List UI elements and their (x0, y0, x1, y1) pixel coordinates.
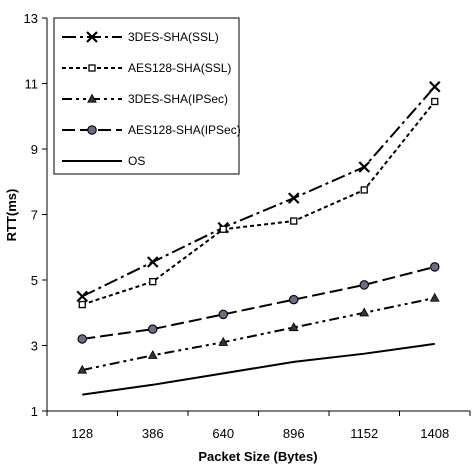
data-point-3des-sha-ssl (146, 256, 159, 268)
legend-item-os: OS (62, 154, 145, 168)
data-point-aes128-sha-ssl (431, 97, 439, 106)
series-line-3des-sha-ipsec (82, 297, 435, 372)
legend-item-3des-sha-ipsec: 3DES-SHA(IPSec) (62, 92, 228, 106)
data-point-aes128-sha-ssl (78, 300, 86, 309)
data-point-aes128-sha-ssl (149, 277, 157, 286)
data-point-3des-sha-ssl (76, 290, 89, 303)
series-3des-sha-ipsec (77, 292, 440, 374)
y-tick-label: 11 (25, 77, 39, 92)
series-aes128-sha-ipsec (77, 262, 440, 344)
legend-marker (88, 64, 96, 72)
data-point-aes128-sha-ipsec (77, 334, 88, 344)
data-point-3des-sha-ipsec (359, 307, 370, 317)
x-tick-label: 640 (212, 426, 234, 441)
x-tick-label: 386 (142, 426, 164, 441)
legend-item-aes128-sha-ssl: AES128-SHA(SSL) (62, 61, 231, 75)
legend-label: 3DES-SHA(IPSec) (128, 92, 228, 106)
series-line-aes128-sha-ipsec (82, 265, 435, 340)
data-point-3des-sha-ipsec (77, 364, 88, 374)
x-tick-label: 1408 (420, 426, 449, 441)
legend: 3DES-SHA(SSL) AES128-SHA(SSL) 3DES-SHA(IPS… (53, 17, 241, 175)
data-point-3des-sha-ipsec (147, 349, 158, 359)
legend-marker (87, 125, 97, 135)
series-os (82, 342, 435, 396)
x-tick-label: 896 (283, 426, 305, 441)
legend-label: AES128-SHA(SSL) (128, 61, 231, 75)
series-3des-sha-ssl (76, 80, 441, 303)
series-line-3des-sha-ssl (81, 86, 436, 298)
series-line-aes128-sha-ssl (81, 100, 436, 306)
data-point-aes128-sha-ssl (219, 225, 227, 233)
data-point-3des-sha-ipsec (288, 322, 299, 332)
x-axis-title: Packet Size (Bytes) (198, 449, 317, 464)
y-tick-label: 9 (31, 142, 38, 157)
data-point-aes128-sha-ipsec (429, 262, 440, 272)
legend-label: 3DES-SHA(SSL) (128, 30, 219, 44)
y-axis-title: RTT(ms) (4, 189, 19, 242)
legend-label: OS (128, 154, 145, 168)
x-ticks: 128 386 640 896 1152 1408 (46, 411, 471, 441)
data-point-aes128-sha-ssl (290, 217, 298, 225)
y-tick-label: 1 (31, 404, 38, 419)
data-point-3des-sha-ssl (358, 161, 371, 173)
y-tick-label: 7 (31, 208, 38, 223)
legend-marker (87, 93, 97, 103)
legend-box (53, 17, 240, 175)
data-point-aes128-sha-ipsec (218, 309, 229, 320)
data-point-aes128-sha-ipsec (359, 280, 369, 290)
data-point-aes128-sha-ipsec (148, 324, 158, 334)
y-tick-label: 3 (31, 339, 38, 354)
series-line-os (82, 342, 435, 396)
data-point-aes128-sha-ssl (360, 186, 368, 194)
legend-item-aes128-sha-ipsec: AES128-SHA(IPSec) (62, 123, 241, 137)
y-tick-label: 5 (31, 273, 38, 288)
data-point-3des-sha-ipsec (429, 292, 440, 302)
legend-marker (86, 31, 98, 43)
data-point-3des-sha-ssl (287, 192, 300, 204)
series-aes128-sha-ssl (78, 97, 439, 309)
data-point-3des-sha-ssl (428, 80, 441, 93)
data-point-3des-sha-ipsec (218, 336, 229, 346)
series-layer (76, 80, 441, 396)
legend-item-3des-sha-ssl: 3DES-SHA(SSL) (62, 30, 219, 44)
x-tick-label: 128 (71, 426, 93, 441)
legend-label: AES128-SHA(IPSec) (128, 123, 241, 137)
data-point-aes128-sha-ipsec (288, 294, 299, 305)
y-tick-label: 13 (24, 11, 38, 26)
x-tick-label: 1152 (350, 426, 378, 441)
